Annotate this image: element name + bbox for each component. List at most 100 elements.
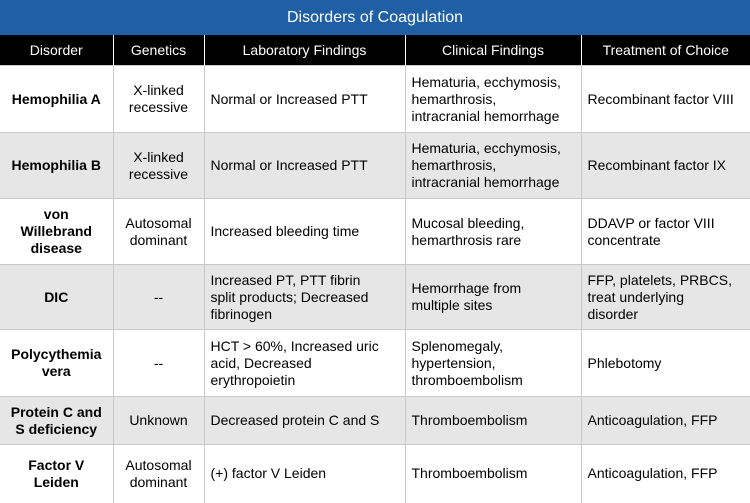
column-header-genetics: Genetics <box>112 35 204 66</box>
cell-text-line: Recombinant factor VIII <box>587 90 734 107</box>
genetics-cell: Autosomal dominant <box>112 198 204 265</box>
cell-text-line: Thromboembolism <box>411 465 528 482</box>
cell-text-line: von <box>43 206 69 222</box>
cell-text-line: recessive <box>128 165 189 182</box>
treatment-cell: Recombinant factor VIII <box>580 65 750 133</box>
table-row: von Willebrand disease Autosomal dominant Inc… <box>0 198 750 265</box>
cell-text-line: Decreased protein C and S <box>210 412 380 428</box>
cell-text-line: Normal or Increased PTT <box>210 90 368 107</box>
cell-text-line: intracranial hemorrhage <box>411 174 560 190</box>
table-row: DIC -- Increased PT, PTT fibrin split produ… <box>0 264 750 330</box>
genetics-cell: -- <box>112 329 204 397</box>
cell-text-line: Hemophilia A <box>11 90 101 107</box>
clinical-findings-cell: Thromboembolism <box>404 396 581 445</box>
clinical-findings-cell: Hematuria, ecchymosis, hemarthrosis, intra… <box>404 132 581 199</box>
cell-text-line: Increased PT, PTT fibrin <box>210 271 361 288</box>
cell-text-line: FFP, platelets, PRBCS, <box>587 271 732 288</box>
cell-text-line: split products; Decreased <box>210 288 369 305</box>
laboratory-findings-cell: Decreased protein C and S <box>203 396 405 445</box>
coagulation-table: Disorder Genetics Laboratory Findings Cl… <box>0 35 750 503</box>
clinical-findings-cell: Thromboembolism <box>404 444 581 503</box>
cell-text-line: disorder <box>587 305 639 322</box>
table-body: Hemophilia A X-linked recessive Normal or I… <box>0 65 750 503</box>
column-header-treatment-of-choice: Treatment of Choice <box>580 35 750 66</box>
treatment-cell: FFP, platelets, PRBCS, treat underlying di… <box>580 264 750 330</box>
table-row: Factor V Leiden Autosomal dominant (+) facto… <box>0 444 750 503</box>
table-title: Disorders of Coagulation <box>0 0 750 35</box>
cell-text-line: Normal or Increased PTT <box>210 157 368 173</box>
cell-text-line: X-linked <box>133 82 184 98</box>
cell-text-line: Unknown <box>129 412 188 428</box>
column-header-clinical-findings: Clinical Findings <box>404 35 581 66</box>
cell-text-line: (+) factor V Leiden <box>210 465 327 482</box>
cell-text-line: Hemophilia B <box>11 157 101 173</box>
cell-text-line: Autosomal <box>125 456 192 473</box>
cell-text-line: concentrate <box>587 231 661 248</box>
cell-text-line: disease <box>30 240 82 256</box>
cell-text-line: Hematuria, ecchymosis, <box>411 73 561 90</box>
cell-text-line: Protein C and <box>10 403 102 420</box>
disorder-cell: Hemophilia B <box>0 132 113 199</box>
disorder-cell: Factor V Leiden <box>0 444 113 503</box>
cell-text-line: thromboembolism <box>411 371 523 388</box>
clinical-findings-cell: Hematuria, ecchymosis, hemarthrosis, intra… <box>404 65 581 133</box>
cell-text-line: multiple sites <box>411 297 493 313</box>
cell-text-line: hypertension, <box>411 354 496 371</box>
cell-text-line: DDAVP or factor VIII <box>587 214 715 231</box>
disorder-cell: Polycythemia vera <box>0 329 113 397</box>
table-row: Polycythemia vera -- HCT > 60%, Increased u… <box>0 329 750 397</box>
cell-text-line: acid, Decreased <box>210 354 312 371</box>
table-row: Hemophilia A X-linked recessive Normal or I… <box>0 65 750 133</box>
cell-text-line: Anticoagulation, FFP <box>587 465 718 482</box>
cell-text-line: vera <box>41 363 71 379</box>
column-header-laboratory-findings: Laboratory Findings <box>203 35 405 66</box>
cell-text-line: erythropoietin <box>210 371 296 388</box>
disorder-cell: Hemophilia A <box>0 65 113 133</box>
cell-text-line: hemarthrosis rare <box>411 231 522 248</box>
cell-text-line: Polycythemia <box>11 346 102 362</box>
disorder-cell: Protein C and S deficiency <box>0 396 113 445</box>
cell-text-line: Splenomegaly, <box>411 337 504 354</box>
column-header-disorder: Disorder <box>0 35 113 66</box>
cell-text-line: Recombinant factor IX <box>587 157 727 173</box>
table-row: Protein C and S deficiency Unknown Decrease… <box>0 396 750 445</box>
genetics-cell: X-linked recessive <box>112 132 204 199</box>
cell-text-line: HCT > 60%, Increased uric <box>210 337 379 354</box>
genetics-cell: Autosomal dominant <box>112 444 204 503</box>
cell-text-line: S deficiency <box>15 420 98 437</box>
genetics-cell: X-linked recessive <box>112 65 204 133</box>
header-row: Disorder Genetics Laboratory Findings Cl… <box>0 35 750 66</box>
treatment-cell: Anticoagulation, FFP <box>580 444 750 503</box>
cell-text-line: Hematuria, ecchymosis, <box>411 140 561 156</box>
cell-text-line: Leiden <box>33 473 79 490</box>
genetics-cell: -- <box>112 264 204 330</box>
treatment-cell: DDAVP or factor VIII concentrate <box>580 198 750 265</box>
laboratory-findings-cell: HCT > 60%, Increased uric acid, Decreased… <box>203 329 405 397</box>
laboratory-findings-cell: Normal or Increased PTT <box>203 132 405 199</box>
cell-text-line: intracranial hemorrhage <box>411 107 560 124</box>
genetics-cell: Unknown <box>112 396 204 445</box>
cell-text-line: Autosomal <box>125 214 192 231</box>
clinical-findings-cell: Splenomegaly, hypertension, thromboembolis… <box>404 329 581 397</box>
cell-text-line: Factor V <box>28 456 85 473</box>
cell-text-line: Phlebotomy <box>587 354 662 371</box>
cell-text-line: hemarthrosis, <box>411 90 497 107</box>
disorder-cell: DIC <box>0 264 113 330</box>
clinical-findings-cell: Hemorrhage from multiple sites <box>404 264 581 330</box>
cell-text-line: Mucosal bleeding, <box>411 214 525 231</box>
cell-text-line: Hemorrhage from <box>411 280 522 296</box>
laboratory-findings-cell: Increased PT, PTT fibrin split products; … <box>203 264 405 330</box>
cell-text-line: treat underlying <box>587 288 685 305</box>
cell-text-line: Anticoagulation, FFP <box>587 412 718 428</box>
treatment-cell: Anticoagulation, FFP <box>580 396 750 445</box>
cell-text-line: dominant <box>129 231 188 248</box>
cell-text-line: recessive <box>128 99 189 115</box>
treatment-cell: Recombinant factor IX <box>580 132 750 199</box>
cell-text-line: Increased bleeding time <box>210 223 360 239</box>
laboratory-findings-cell: Normal or Increased PTT <box>203 65 405 133</box>
cell-text-line: dominant <box>129 473 188 490</box>
cell-text-line: -- <box>153 354 164 371</box>
cell-text-line: DIC <box>44 288 69 305</box>
laboratory-findings-cell: (+) factor V Leiden <box>203 444 405 503</box>
cell-text-line: X-linked <box>133 148 184 165</box>
